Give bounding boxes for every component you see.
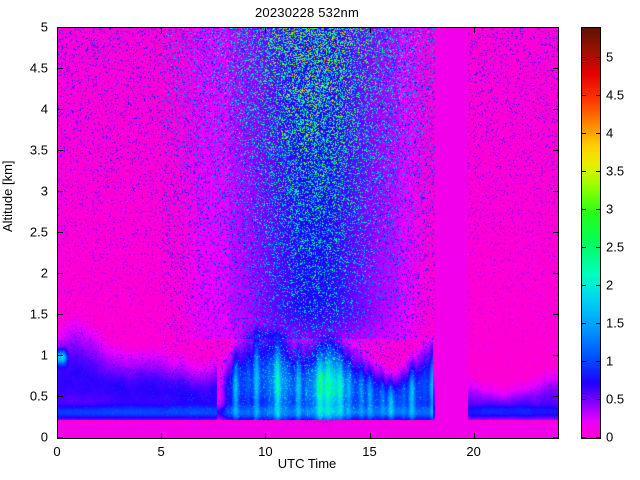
colorbar-tick-label: 1.5 xyxy=(606,315,625,331)
y-tick-mark xyxy=(58,27,63,28)
y-tick-mark xyxy=(58,314,63,315)
colorbar-tick-label: 2.5 xyxy=(606,239,625,255)
y-tick-label: 4.5 xyxy=(29,60,48,76)
y-tick-mark-right xyxy=(553,68,558,69)
colorbar-tick-mark-left xyxy=(582,323,586,324)
colorbar-tick-label: 2 xyxy=(606,277,614,293)
y-tick-mark-right xyxy=(553,437,558,438)
colorbar-tick-mark-right xyxy=(596,209,600,210)
y-tick-mark xyxy=(58,191,63,192)
y-tick-mark-right xyxy=(553,355,558,356)
x-tick-mark-top xyxy=(265,28,266,33)
y-tick-label: 3.5 xyxy=(29,142,48,158)
colorbar-tick-mark-left xyxy=(582,437,586,438)
x-tick-mark-top xyxy=(57,28,58,33)
x-tick-mark xyxy=(57,433,58,438)
y-tick-mark-right xyxy=(553,109,558,110)
colorbar-tick-label: 5 xyxy=(606,49,614,65)
x-tick-label: 20 xyxy=(466,444,481,459)
colorbar-tick-label: 4 xyxy=(606,125,614,141)
y-tick-mark xyxy=(58,273,63,274)
colorbar-tick-label: 0.5 xyxy=(606,391,625,407)
y-tick-mark xyxy=(58,437,63,438)
y-tick-mark-right xyxy=(553,314,558,315)
x-tick-mark xyxy=(474,433,475,438)
y-tick-mark xyxy=(58,150,63,151)
x-tick-label: 0 xyxy=(53,444,61,459)
y-tick-mark-right xyxy=(553,396,558,397)
x-tick-mark xyxy=(370,433,371,438)
colorbar-tick-mark-left xyxy=(582,171,586,172)
colorbar-tick-mark-left xyxy=(582,247,586,248)
colorbar-tick-mark-right xyxy=(596,133,600,134)
colorbar[interactable] xyxy=(581,27,601,439)
y-tick-mark xyxy=(58,109,63,110)
x-axis-label: UTC Time xyxy=(277,456,337,471)
y-tick-mark-right xyxy=(553,150,558,151)
colorbar-gradient xyxy=(582,28,600,438)
colorbar-tick-mark-right xyxy=(596,323,600,324)
colorbar-tick-mark-right xyxy=(596,171,600,172)
y-tick-mark-right xyxy=(553,191,558,192)
colorbar-tick-mark-left xyxy=(582,361,586,362)
x-tick-mark-top xyxy=(370,28,371,33)
y-tick-mark-right xyxy=(553,232,558,233)
colorbar-tick-mark-left xyxy=(582,57,586,58)
colorbar-tick-mark-right xyxy=(596,361,600,362)
x-tick-mark-top xyxy=(474,28,475,33)
y-tick-mark xyxy=(58,68,63,69)
x-tick-label: 15 xyxy=(362,444,377,459)
x-tick-label: 10 xyxy=(258,444,273,459)
colorbar-tick-mark-left xyxy=(582,133,586,134)
colorbar-tick-mark-left xyxy=(582,399,586,400)
x-tick-mark xyxy=(161,433,162,438)
y-tick-mark xyxy=(58,355,63,356)
y-tick-mark xyxy=(58,232,63,233)
x-tick-label: 5 xyxy=(157,444,165,459)
plot-axes[interactable] xyxy=(57,27,559,439)
y-tick-label: 0.5 xyxy=(29,388,48,404)
colorbar-tick-label: 0 xyxy=(606,429,614,445)
colorbar-tick-label: 3 xyxy=(606,201,614,217)
heatmap-canvas[interactable] xyxy=(58,28,558,438)
colorbar-tick-mark-right xyxy=(596,95,600,96)
colorbar-tick-label: 4.5 xyxy=(606,87,625,103)
y-tick-label: 5 xyxy=(40,19,48,35)
colorbar-tick-mark-right xyxy=(596,247,600,248)
colorbar-tick-mark-left xyxy=(582,95,586,96)
colorbar-tick-mark-right xyxy=(596,285,600,286)
y-tick-label: 2.5 xyxy=(29,224,48,240)
colorbar-tick-mark-right xyxy=(596,437,600,438)
y-tick-label: 2 xyxy=(40,265,48,281)
x-tick-mark xyxy=(265,433,266,438)
y-axis-label: Altitude [km] xyxy=(0,160,15,232)
y-tick-label: 3 xyxy=(40,183,48,199)
colorbar-tick-mark-right xyxy=(596,399,600,400)
x-tick-mark-top xyxy=(161,28,162,33)
y-tick-label: 1 xyxy=(40,347,48,363)
colorbar-tick-label: 3.5 xyxy=(606,163,625,179)
colorbar-tick-mark-left xyxy=(582,285,586,286)
y-tick-mark-right xyxy=(553,27,558,28)
y-tick-label: 0 xyxy=(40,429,48,445)
y-tick-label: 1.5 xyxy=(29,306,48,322)
page-title: 20230228 532nm xyxy=(254,5,359,20)
y-tick-mark xyxy=(58,396,63,397)
colorbar-tick-mark-left xyxy=(582,209,586,210)
y-tick-mark-right xyxy=(553,273,558,274)
y-tick-label: 4 xyxy=(40,101,48,117)
colorbar-tick-label: 1 xyxy=(606,353,614,369)
colorbar-tick-mark-right xyxy=(596,57,600,58)
